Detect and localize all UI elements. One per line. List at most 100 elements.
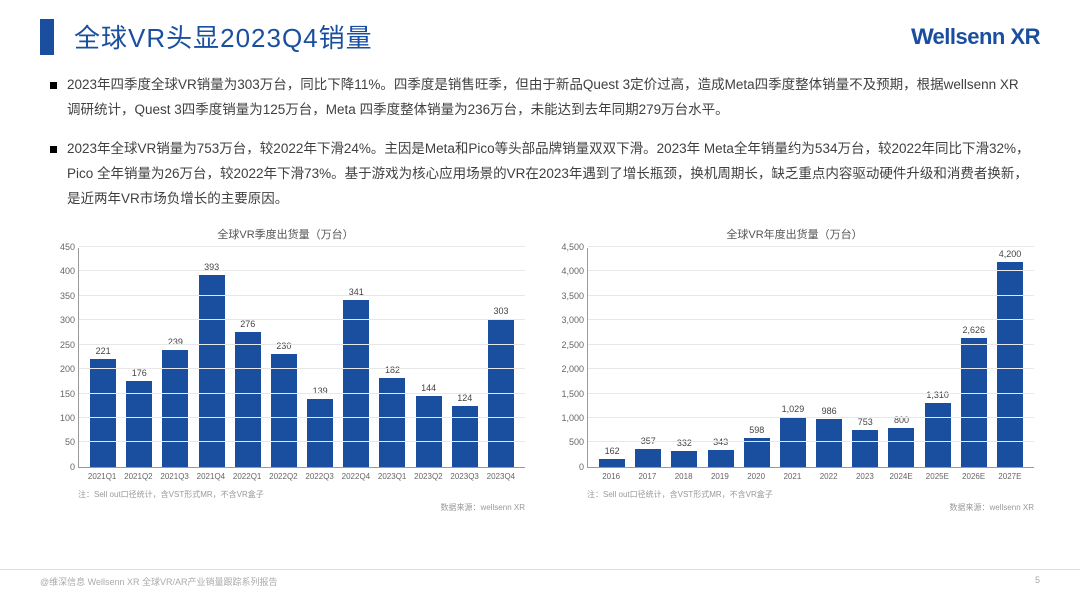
x-label: 2016 xyxy=(593,472,629,481)
gridline xyxy=(79,270,525,271)
page-title: 全球VR头显2023Q4销量 xyxy=(74,18,912,55)
x-label: 2021Q3 xyxy=(157,472,193,481)
bar xyxy=(671,451,697,467)
y-tick: 250 xyxy=(43,340,75,350)
gridline xyxy=(588,368,1034,369)
y-tick: 300 xyxy=(43,315,75,325)
accent-bar xyxy=(40,19,54,55)
bar-value-label: 303 xyxy=(493,306,508,316)
bar-wrap: 986 xyxy=(811,248,847,467)
y-tick: 500 xyxy=(552,437,584,447)
x-label: 2018 xyxy=(666,472,702,481)
bar xyxy=(925,403,951,467)
footer: @维深信息 Wellsenn XR 全球VR/AR产业销量跟踪系列报告 5 xyxy=(0,569,1080,588)
bar xyxy=(126,381,152,467)
gridline xyxy=(79,393,525,394)
x-label: 2023Q3 xyxy=(447,472,483,481)
y-tick: 3,500 xyxy=(552,291,584,301)
y-tick: 2,500 xyxy=(552,340,584,350)
bar-wrap: 753 xyxy=(847,248,883,467)
bar xyxy=(708,450,734,467)
bar xyxy=(888,428,914,467)
gridline xyxy=(79,441,525,442)
x-label: 2022Q2 xyxy=(265,472,301,481)
bar-wrap: 357 xyxy=(630,248,666,467)
brand-logo: Wellsenn XR xyxy=(912,24,1040,50)
y-tick: 150 xyxy=(43,389,75,399)
chart-plot: 1623573323435981,0299867538001,3102,6264… xyxy=(587,248,1034,468)
x-label: 2023Q1 xyxy=(374,472,410,481)
gridline xyxy=(79,417,525,418)
bar-wrap: 239 xyxy=(157,248,193,467)
bar-value-label: 4,200 xyxy=(999,249,1022,259)
bar xyxy=(307,399,333,467)
x-label: 2022Q3 xyxy=(302,472,338,481)
chart-title: 全球VR年度出货量（万台） xyxy=(555,226,1034,242)
y-tick: 200 xyxy=(43,364,75,374)
bullet-text: 2023年四季度全球VR销量为303万台，同比下降11%。四季度是销售旺季，但由… xyxy=(67,73,1030,123)
bar xyxy=(199,275,225,467)
x-label: 2023Q2 xyxy=(410,472,446,481)
bar xyxy=(235,332,261,467)
bar-value-label: 1,310 xyxy=(926,390,949,400)
bar xyxy=(997,262,1023,467)
x-label: 2020 xyxy=(738,472,774,481)
bar xyxy=(271,354,297,466)
bar-wrap: 276 xyxy=(230,248,266,467)
bar xyxy=(452,406,478,467)
bar-value-label: 162 xyxy=(605,446,620,456)
bar xyxy=(90,359,116,467)
bar-value-label: 176 xyxy=(132,368,147,378)
x-label: 2026E xyxy=(956,472,992,481)
chart-plot: 221176239393276230139341182144124303 050… xyxy=(78,248,525,468)
bar-wrap: 4,200 xyxy=(992,248,1028,467)
y-tick: 2,000 xyxy=(552,364,584,374)
bar-wrap: 1,310 xyxy=(920,248,956,467)
bar-wrap: 144 xyxy=(411,248,447,467)
chart-note: 注：Sell out口径统计，含VST形式MR，不含VR盒子 xyxy=(78,489,525,500)
bar-value-label: 139 xyxy=(313,386,328,396)
bullet-square-icon xyxy=(50,82,57,89)
gridline xyxy=(79,246,525,247)
bar-wrap: 393 xyxy=(194,248,230,467)
bar-wrap: 139 xyxy=(302,248,338,467)
y-tick: 0 xyxy=(43,462,75,472)
charts-row: 全球VR季度出货量（万台） 22117623939327623013934118… xyxy=(0,226,1080,513)
y-tick: 3,000 xyxy=(552,315,584,325)
x-label: 2021 xyxy=(774,472,810,481)
bar-value-label: 986 xyxy=(822,406,837,416)
chart-title: 全球VR季度出货量（万台） xyxy=(46,226,525,242)
y-tick: 350 xyxy=(43,291,75,301)
gridline xyxy=(79,344,525,345)
bar-value-label: 598 xyxy=(749,425,764,435)
y-tick: 400 xyxy=(43,266,75,276)
bar-value-label: 332 xyxy=(677,438,692,448)
bar xyxy=(852,430,878,467)
bar-value-label: 221 xyxy=(96,346,111,356)
chart-note: 注：Sell out口径统计，含VST形式MR，不含VR盒子 xyxy=(587,489,1034,500)
x-label: 2022Q1 xyxy=(229,472,265,481)
bar-wrap: 230 xyxy=(266,248,302,467)
gridline xyxy=(588,393,1034,394)
bars-container: 1623573323435981,0299867538001,3102,6264… xyxy=(588,248,1034,467)
bar-value-label: 124 xyxy=(457,393,472,403)
bullet-item: 2023年四季度全球VR销量为303万台，同比下降11%。四季度是销售旺季，但由… xyxy=(50,73,1030,123)
gridline xyxy=(79,319,525,320)
gridline xyxy=(588,319,1034,320)
bar-value-label: 276 xyxy=(240,319,255,329)
y-tick: 0 xyxy=(552,462,584,472)
x-label: 2024E xyxy=(883,472,919,481)
header: 全球VR头显2023Q4销量 Wellsenn XR xyxy=(0,0,1080,65)
page-number: 5 xyxy=(1035,575,1040,588)
y-tick: 4,500 xyxy=(552,242,584,252)
x-label: 2023 xyxy=(847,472,883,481)
bar-wrap: 176 xyxy=(121,248,157,467)
bar-wrap: 341 xyxy=(338,248,374,467)
y-tick: 4,000 xyxy=(552,266,584,276)
gridline xyxy=(588,270,1034,271)
bar-wrap: 332 xyxy=(666,248,702,467)
y-tick: 1,000 xyxy=(552,413,584,423)
x-labels: 201620172018201920202021202220232024E202… xyxy=(587,468,1034,481)
footer-text: @维深信息 Wellsenn XR 全球VR/AR产业销量跟踪系列报告 xyxy=(40,575,278,588)
chart-source: 数据来源：wellsenn XR xyxy=(46,502,525,513)
